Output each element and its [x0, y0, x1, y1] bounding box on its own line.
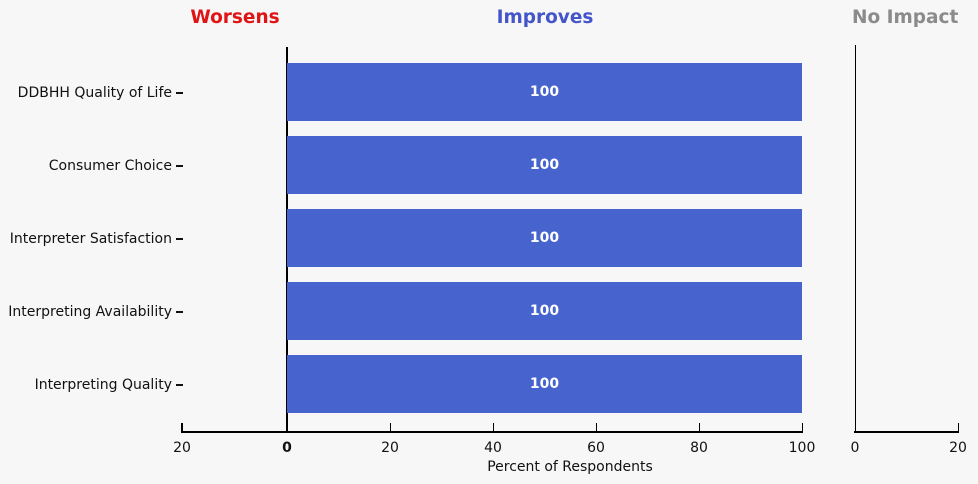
x-axis-main	[181, 431, 803, 433]
x-axis-title: Percent of Respondents	[487, 459, 653, 475]
zero-axis-line-no-impact	[854, 45, 857, 431]
panel-header-worsens: Worsens	[190, 7, 280, 28]
y-tick-mark	[176, 238, 183, 240]
y-tick-mark	[176, 92, 183, 94]
category-label: DDBHH Quality of Life	[17, 85, 172, 101]
category-label: Interpreting Availability	[8, 304, 172, 320]
x-tick-mark	[595, 422, 598, 431]
zero-axis-line-main	[286, 47, 288, 431]
bar-value-label: 100	[529, 376, 560, 392]
y-tick-mark	[176, 311, 183, 313]
x-tick-label: 100	[788, 440, 816, 456]
x-tick-label: 80	[690, 440, 708, 456]
x-tick-label: 40	[484, 440, 502, 456]
bar-improves: 100	[287, 355, 802, 413]
category-label: Consumer Choice	[48, 158, 172, 174]
category-label: Interpreting Quality	[34, 377, 172, 393]
x-tick-label: 20	[949, 440, 967, 456]
y-tick-mark	[176, 384, 183, 386]
x-tick-label: 20	[173, 440, 191, 456]
x-tick-label: 0	[850, 440, 860, 456]
x-tick-label: 60	[587, 440, 605, 456]
x-tick-mark	[286, 422, 288, 431]
panel-header-improves: Improves	[496, 7, 594, 28]
x-tick-mark	[698, 422, 701, 431]
bar-improves: 100	[287, 209, 802, 267]
x-tick-mark	[389, 422, 392, 431]
bar-value-label: 100	[529, 230, 560, 246]
x-tick-mark	[492, 422, 495, 431]
bar-value-label: 100	[529, 303, 560, 319]
y-tick-mark	[176, 165, 183, 167]
bar-value-label: 100	[529, 157, 560, 173]
panel-header-no-impact: No Impact	[852, 7, 959, 28]
category-label: Interpreter Satisfaction	[9, 231, 172, 247]
x-tick-mark	[957, 422, 960, 431]
bar-value-label: 100	[529, 84, 560, 100]
x-tick-mark	[801, 422, 804, 431]
x-tick-mark	[854, 422, 857, 431]
x-tick-mark	[181, 422, 183, 431]
x-tick-label: 0	[282, 440, 292, 456]
bar-improves: 100	[287, 63, 802, 121]
x-tick-label: 20	[381, 440, 399, 456]
x-axis-no-impact	[854, 431, 959, 433]
bar-improves: 100	[287, 282, 802, 340]
bar-improves: 100	[287, 136, 802, 194]
